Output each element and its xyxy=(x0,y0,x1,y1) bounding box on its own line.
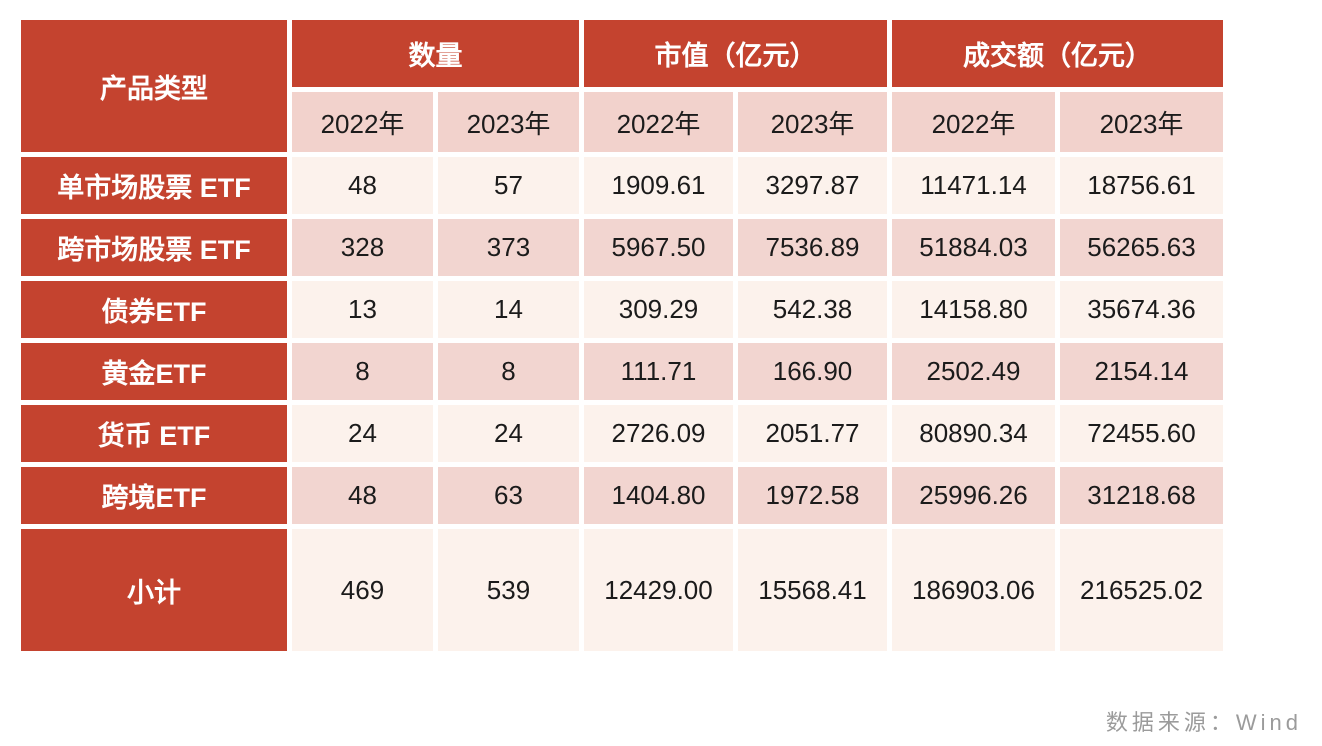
table-cell: 18756.61 xyxy=(1060,157,1223,214)
table-cell: 15568.41 xyxy=(738,529,887,651)
group-header-quantity: 数量 xyxy=(292,20,579,87)
table-row-single-market-etf: 单市场股票 ETF 48 57 1909.61 3297.87 11471.14… xyxy=(21,157,1223,214)
row-header-cross-market-etf: 跨市场股票 ETF xyxy=(21,219,287,276)
table-cell: 2154.14 xyxy=(1060,343,1223,400)
table-cell: 56265.63 xyxy=(1060,219,1223,276)
row-header-subtotal: 小计 xyxy=(21,529,287,651)
table-cell: 24 xyxy=(292,405,433,462)
year-header-mv-2023: 2023年 xyxy=(738,92,887,152)
table-cell: 13 xyxy=(292,281,433,338)
table-cell: 11471.14 xyxy=(892,157,1055,214)
table-cell: 2051.77 xyxy=(738,405,887,462)
table-cell: 373 xyxy=(438,219,579,276)
data-source-note: 数据来源：Wind xyxy=(1105,710,1302,735)
table-cell: 328 xyxy=(292,219,433,276)
row-header-single-market-etf: 单市场股票 ETF xyxy=(21,157,287,214)
table-row-gold-etf: 黄金ETF 8 8 111.71 166.90 2502.49 2154.14 xyxy=(21,343,1223,400)
table-cell: 309.29 xyxy=(584,281,733,338)
table-row-cross-market-etf: 跨市场股票 ETF 328 373 5967.50 7536.89 51884.… xyxy=(21,219,1223,276)
row-header-bond-etf: 债券ETF xyxy=(21,281,287,338)
year-header-mv-2022: 2022年 xyxy=(584,92,733,152)
table-cell: 48 xyxy=(292,157,433,214)
table-cell: 72455.60 xyxy=(1060,405,1223,462)
table-cell: 166.90 xyxy=(738,343,887,400)
row-header-money-etf: 货币 ETF xyxy=(21,405,287,462)
table-cell: 14158.80 xyxy=(892,281,1055,338)
group-header-turnover: 成交额（亿元） xyxy=(892,20,1223,87)
table-cell: 35674.36 xyxy=(1060,281,1223,338)
table-cell: 216525.02 xyxy=(1060,529,1223,651)
table-row-bond-etf: 债券ETF 13 14 309.29 542.38 14158.80 35674… xyxy=(21,281,1223,338)
table-cell: 24 xyxy=(438,405,579,462)
year-header-row: 2022年 2023年 2022年 2023年 2022年 2023年 xyxy=(21,92,1223,152)
table-cell: 3297.87 xyxy=(738,157,887,214)
row-header-gold-etf: 黄金ETF xyxy=(21,343,287,400)
table-cell: 1404.80 xyxy=(584,467,733,524)
table-cell: 186903.06 xyxy=(892,529,1055,651)
table-cell: 80890.34 xyxy=(892,405,1055,462)
table-cell: 2726.09 xyxy=(584,405,733,462)
corner-header-product-type: 产品类型 xyxy=(21,20,287,152)
table-cell: 12429.00 xyxy=(584,529,733,651)
table-row-cross-border-etf: 跨境ETF 48 63 1404.80 1972.58 25996.26 312… xyxy=(21,467,1223,524)
year-header-qty-2022: 2022年 xyxy=(292,92,433,152)
year-header-qty-2023: 2023年 xyxy=(438,92,579,152)
table-cell: 1909.61 xyxy=(584,157,733,214)
table-cell: 2502.49 xyxy=(892,343,1055,400)
table-cell: 14 xyxy=(438,281,579,338)
table-cell: 57 xyxy=(438,157,579,214)
table-cell: 48 xyxy=(292,467,433,524)
table-cell: 469 xyxy=(292,529,433,651)
table-cell: 8 xyxy=(292,343,433,400)
table-cell: 5967.50 xyxy=(584,219,733,276)
group-header-row: 产品类型 数量 市值（亿元） 成交额（亿元） xyxy=(21,20,1223,152)
table-cell: 542.38 xyxy=(738,281,887,338)
table-cell: 539 xyxy=(438,529,579,651)
table-cell: 63 xyxy=(438,467,579,524)
group-header-market-value: 市值（亿元） xyxy=(584,20,887,87)
table-cell: 25996.26 xyxy=(892,467,1055,524)
table-row-money-etf: 货币 ETF 24 24 2726.09 2051.77 80890.34 72… xyxy=(21,405,1223,462)
year-header-to-2023: 2023年 xyxy=(1060,92,1223,152)
table-row-subtotal: 小计 469 539 12429.00 15568.41 186903.06 2… xyxy=(21,529,1223,651)
etf-data-table: 产品类型 数量 市值（亿元） 成交额（亿元） 2022年 2023年 2022年… xyxy=(16,15,1228,656)
table-cell: 8 xyxy=(438,343,579,400)
row-header-cross-border-etf: 跨境ETF xyxy=(21,467,287,524)
table-cell: 1972.58 xyxy=(738,467,887,524)
year-header-to-2022: 2022年 xyxy=(892,92,1055,152)
table-cell: 31218.68 xyxy=(1060,467,1223,524)
table-cell: 7536.89 xyxy=(738,219,887,276)
table-cell: 51884.03 xyxy=(892,219,1055,276)
table-cell: 111.71 xyxy=(584,343,733,400)
